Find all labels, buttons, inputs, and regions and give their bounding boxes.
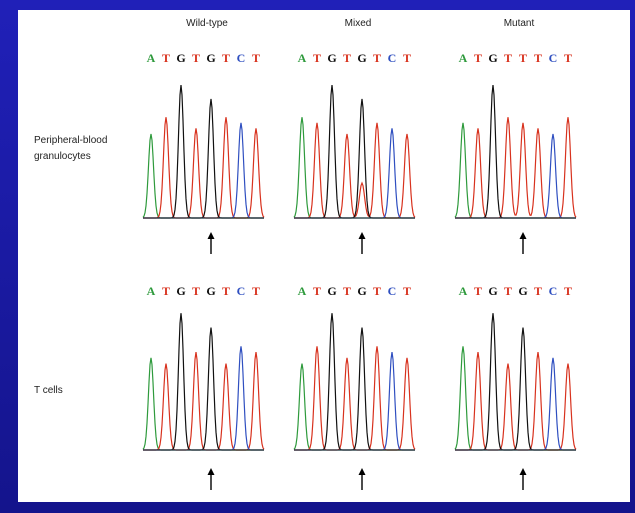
base-letter: A [147,284,156,298]
base-letter: A [298,51,307,65]
base-letter: A [298,284,307,298]
base-letter: T [162,51,170,65]
base-letter: T [252,284,260,298]
figure-panel [18,10,630,502]
base-letter: T [534,284,542,298]
base-letter: T [474,51,482,65]
base-letter: T [564,51,572,65]
base-letter: G [518,284,527,298]
base-letter: G [357,51,366,65]
base-letter: T [474,284,482,298]
slide: Wild-type Mixed Mutant Peripheral-blood gran… [0,0,635,513]
base-letter: G [206,284,215,298]
base-letter: A [459,51,468,65]
row-label: granulocytes [34,151,91,162]
base-letter: T [534,51,542,65]
page: Wild-type Mixed Mutant Peripheral-blood gran… [0,0,635,513]
row-label: T cells [34,385,63,396]
base-letter: G [327,51,336,65]
base-letter: T [519,51,527,65]
base-letter: T [192,284,200,298]
base-letter: T [222,284,230,298]
base-letter: G [488,284,497,298]
base-letter: A [147,51,156,65]
base-letter: T [504,51,512,65]
base-letter: C [237,51,246,65]
base-letter: G [176,284,185,298]
base-letter: G [206,51,215,65]
base-letter: T [192,51,200,65]
base-letter: G [488,51,497,65]
base-letter: T [313,51,321,65]
base-letter: T [313,284,321,298]
base-letter: G [327,284,336,298]
row-label: Peripheral-blood [34,135,107,146]
base-letter: C [549,284,558,298]
column-header: Mixed [345,18,372,29]
base-letter: T [373,51,381,65]
base-letter: A [459,284,468,298]
base-letter: T [252,51,260,65]
base-letter: T [162,284,170,298]
base-letter: G [176,51,185,65]
base-letter: T [504,284,512,298]
base-letter: T [403,284,411,298]
base-letter: T [403,51,411,65]
base-letter: G [357,284,366,298]
base-letter: T [373,284,381,298]
base-letter: T [564,284,572,298]
base-letter: C [237,284,246,298]
base-letter: C [388,284,397,298]
base-letter: T [343,284,351,298]
column-header: Mutant [504,18,535,29]
column-header: Wild-type [186,18,228,29]
base-letter: T [343,51,351,65]
base-letter: C [549,51,558,65]
base-letter: C [388,51,397,65]
base-letter: T [222,51,230,65]
